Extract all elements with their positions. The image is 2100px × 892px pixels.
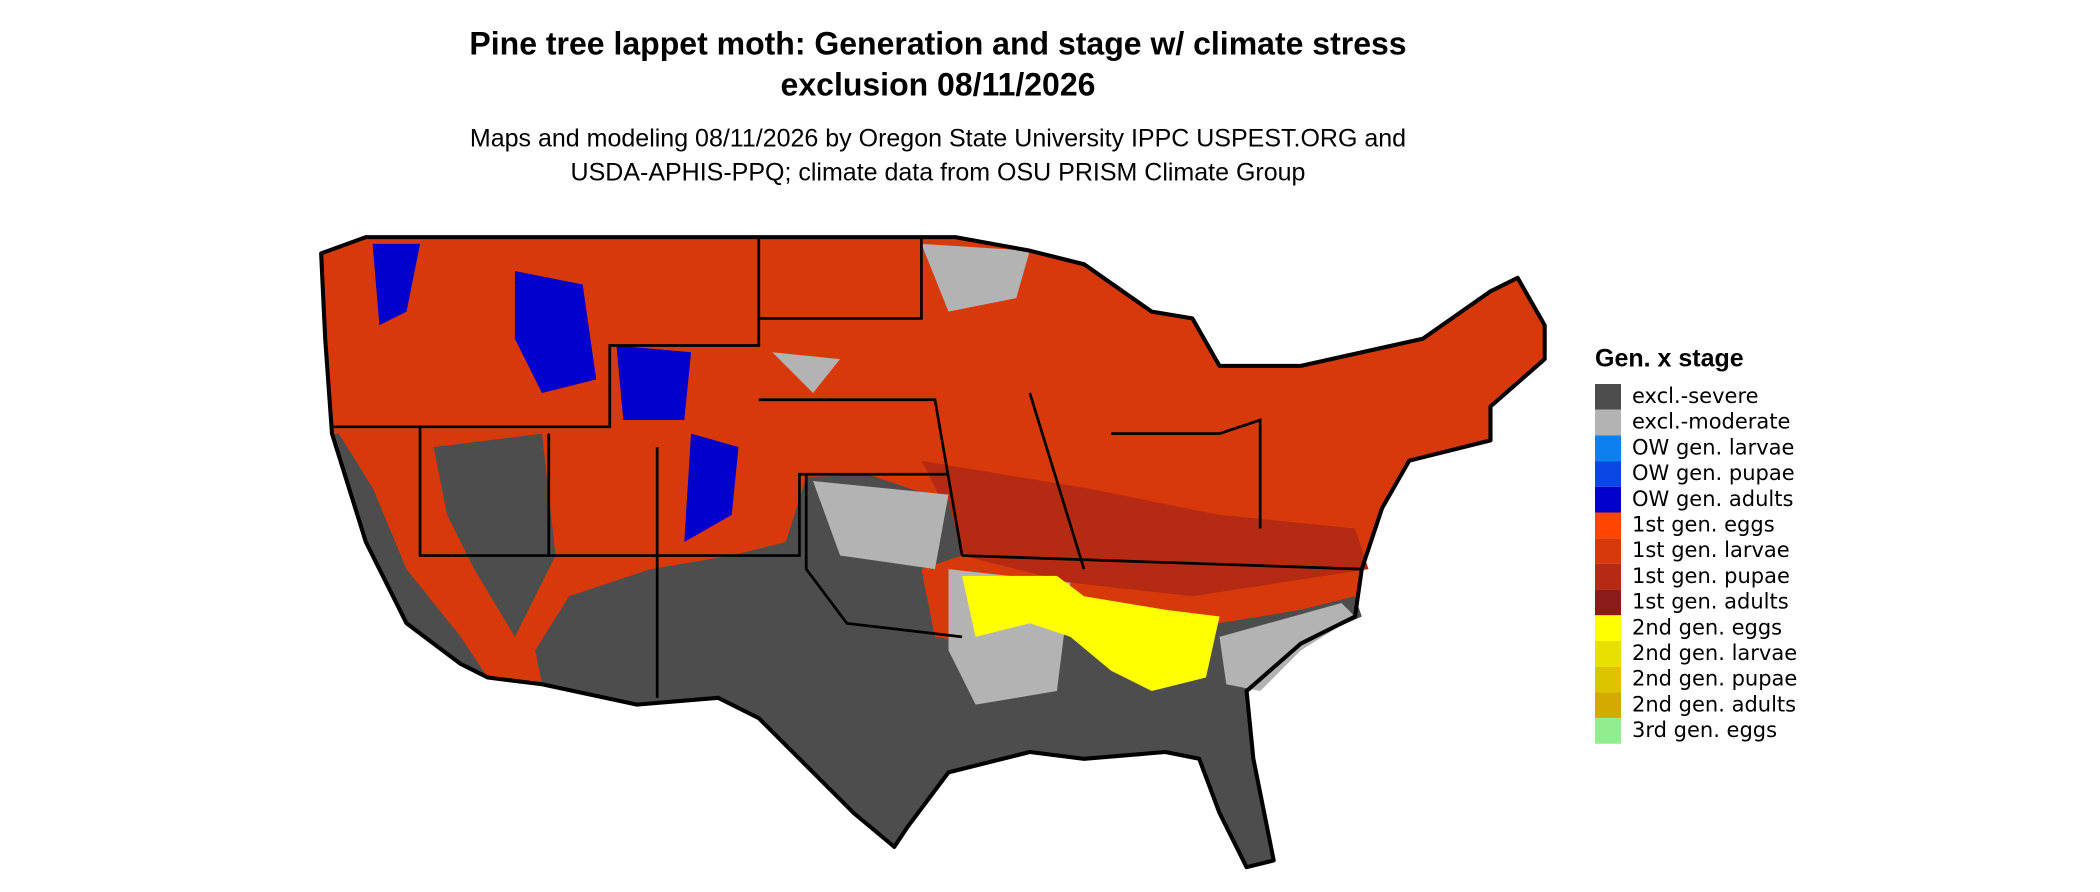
legend-swatch — [1595, 486, 1621, 513]
us-map — [319, 235, 1547, 870]
map-region — [616, 345, 692, 421]
legend-label: 3rd gen. eggs — [1632, 718, 1777, 742]
legend-swatch — [1595, 563, 1621, 590]
legend-swatch — [1595, 512, 1621, 539]
legend-label: 2nd gen. larvae — [1632, 641, 1797, 665]
map-region — [921, 243, 1030, 312]
map-region — [372, 243, 421, 326]
legend-swatch — [1595, 435, 1621, 462]
map-region — [433, 433, 556, 637]
map-region — [331, 433, 488, 678]
legend-label: 1st gen. pupae — [1632, 564, 1790, 588]
legend-swatch — [1595, 641, 1621, 667]
legend-label: 2nd gen. eggs — [1632, 615, 1782, 639]
legend-swatch — [1595, 461, 1621, 487]
legend-label: excl.-moderate — [1632, 410, 1790, 434]
map-region — [1219, 602, 1355, 692]
subtitle-line: USDA-APHIS-PPQ; climate data from OSU PR… — [571, 159, 1306, 187]
legend-swatch — [1595, 692, 1621, 719]
map-region — [921, 460, 1369, 597]
title-line: Pine tree lappet moth: Generation and st… — [469, 25, 1406, 61]
legend-label: 2nd gen. adults — [1632, 692, 1796, 716]
legend-label: OW gen. larvae — [1632, 435, 1794, 459]
legend-swatch — [1595, 615, 1621, 641]
subtitle-line: Maps and modeling 08/11/2026 by Oregon S… — [470, 125, 1406, 153]
map-region — [684, 433, 739, 542]
legend-label: OW gen. adults — [1632, 487, 1793, 511]
us-outline — [319, 235, 1547, 870]
legend-swatch — [1595, 538, 1621, 564]
map-region — [813, 481, 949, 570]
title-line: exclusion 08/11/2026 — [781, 66, 1096, 102]
map-region — [535, 474, 1362, 868]
legend-label: 1st gen. adults — [1632, 590, 1789, 614]
legend-swatch — [1595, 589, 1621, 616]
legend-title: Gen. x stage — [1595, 345, 1744, 373]
legend-label: excl.-severe — [1632, 384, 1759, 408]
legend-swatch — [1595, 718, 1621, 744]
state-borders — [331, 237, 1362, 698]
legend-label: OW gen. pupae — [1632, 461, 1795, 485]
legend-swatch — [1595, 666, 1621, 693]
map-region — [772, 352, 841, 393]
legend-label: 1st gen. larvae — [1632, 538, 1790, 562]
legend-label: 2nd gen. pupae — [1632, 667, 1797, 691]
legend-label: 1st gen. eggs — [1632, 513, 1775, 537]
map-region — [962, 575, 1220, 692]
legend-swatch — [1595, 409, 1621, 436]
legend-swatch — [1595, 384, 1621, 410]
map-region — [514, 271, 597, 393]
